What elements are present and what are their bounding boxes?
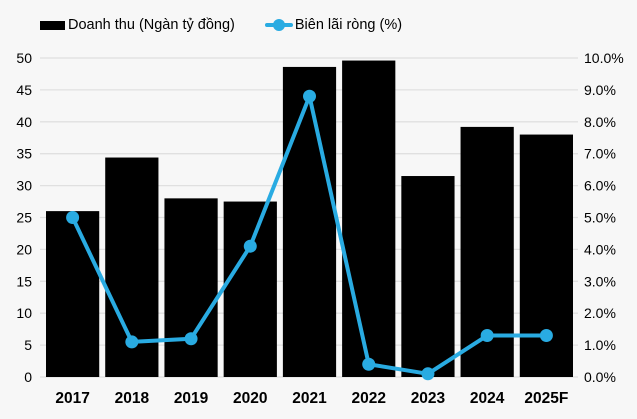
left-axis-tick: 15 — [16, 273, 32, 289]
right-axis-tick: 1.0% — [584, 337, 616, 353]
left-axis-tick: 50 — [16, 50, 32, 66]
right-axis-tick: 8.0% — [584, 114, 616, 130]
bar-2022 — [342, 60, 396, 377]
margin-point-2023 — [421, 367, 435, 381]
margin-point-2017 — [66, 211, 80, 224]
left-axis-tick: 35 — [16, 146, 32, 162]
right-axis-tick: 2.0% — [584, 305, 616, 321]
legend-label-revenue: Doanh thu (Ngàn tỷ đồng) — [68, 17, 235, 33]
bar-2017 — [46, 211, 100, 377]
x-axis-label-2025F: 2025F — [524, 390, 568, 407]
x-axis-label-2023: 2023 — [411, 390, 446, 407]
right-axis-tick: 0.0% — [584, 369, 616, 385]
right-axis-tick: 9.0% — [584, 82, 616, 98]
margin-point-2022 — [362, 357, 376, 371]
left-axis-tick: 0 — [24, 369, 32, 385]
left-axis-tick: 10 — [16, 305, 32, 321]
x-axis-label-2019: 2019 — [174, 390, 209, 407]
margin-point-2018 — [125, 335, 139, 349]
x-axis-label-2018: 2018 — [115, 390, 150, 407]
x-axis-label-2022: 2022 — [351, 390, 385, 407]
bar-2020 — [223, 201, 277, 377]
x-axis-label-2017: 2017 — [55, 390, 89, 407]
left-axis-tick: 30 — [16, 178, 32, 194]
legend-dot-icon — [272, 19, 285, 31]
left-axis-tick: 45 — [16, 82, 32, 98]
left-axis-tick: 20 — [16, 241, 32, 257]
legend-item-margin: Biên lãi ròng (%) — [264, 17, 403, 33]
margin-point-2019 — [184, 332, 198, 346]
right-axis-tick: 10.0% — [584, 50, 624, 66]
x-axis-label-2024: 2024 — [470, 390, 505, 407]
right-axis-tick: 3.0% — [584, 273, 616, 289]
margin-point-2025F — [539, 329, 553, 343]
x-axis-label-2020: 2020 — [233, 390, 267, 407]
legend-label-margin: Biên lãi ròng (%) — [294, 17, 403, 33]
margin-point-2020 — [243, 239, 257, 253]
right-axis-tick: 7.0% — [584, 146, 616, 162]
left-axis-tick: 5 — [24, 337, 32, 353]
bar-2023 — [401, 176, 455, 377]
bar-2021 — [282, 66, 337, 377]
bar-2019 — [164, 198, 218, 377]
legend: Doanh thu (Ngàn tỷ đồng) Biên lãi ròng (… — [40, 17, 402, 33]
left-axis-tick: 25 — [16, 210, 32, 226]
legend-line-dot-swatch-icon — [264, 19, 293, 31]
right-axis-tick: 4.0% — [584, 241, 616, 257]
margin-point-2021 — [303, 89, 316, 103]
left-axis-tick: 40 — [16, 114, 32, 130]
legend-bar-swatch-icon — [40, 20, 65, 30]
legend-item-revenue: Doanh thu (Ngàn tỷ đồng) — [40, 17, 235, 33]
right-axis-tick: 5.0% — [584, 210, 616, 226]
right-axis-tick: 6.0% — [584, 178, 616, 194]
x-axis-label-2021: 2021 — [292, 390, 327, 407]
margin-point-2024 — [480, 329, 494, 343]
